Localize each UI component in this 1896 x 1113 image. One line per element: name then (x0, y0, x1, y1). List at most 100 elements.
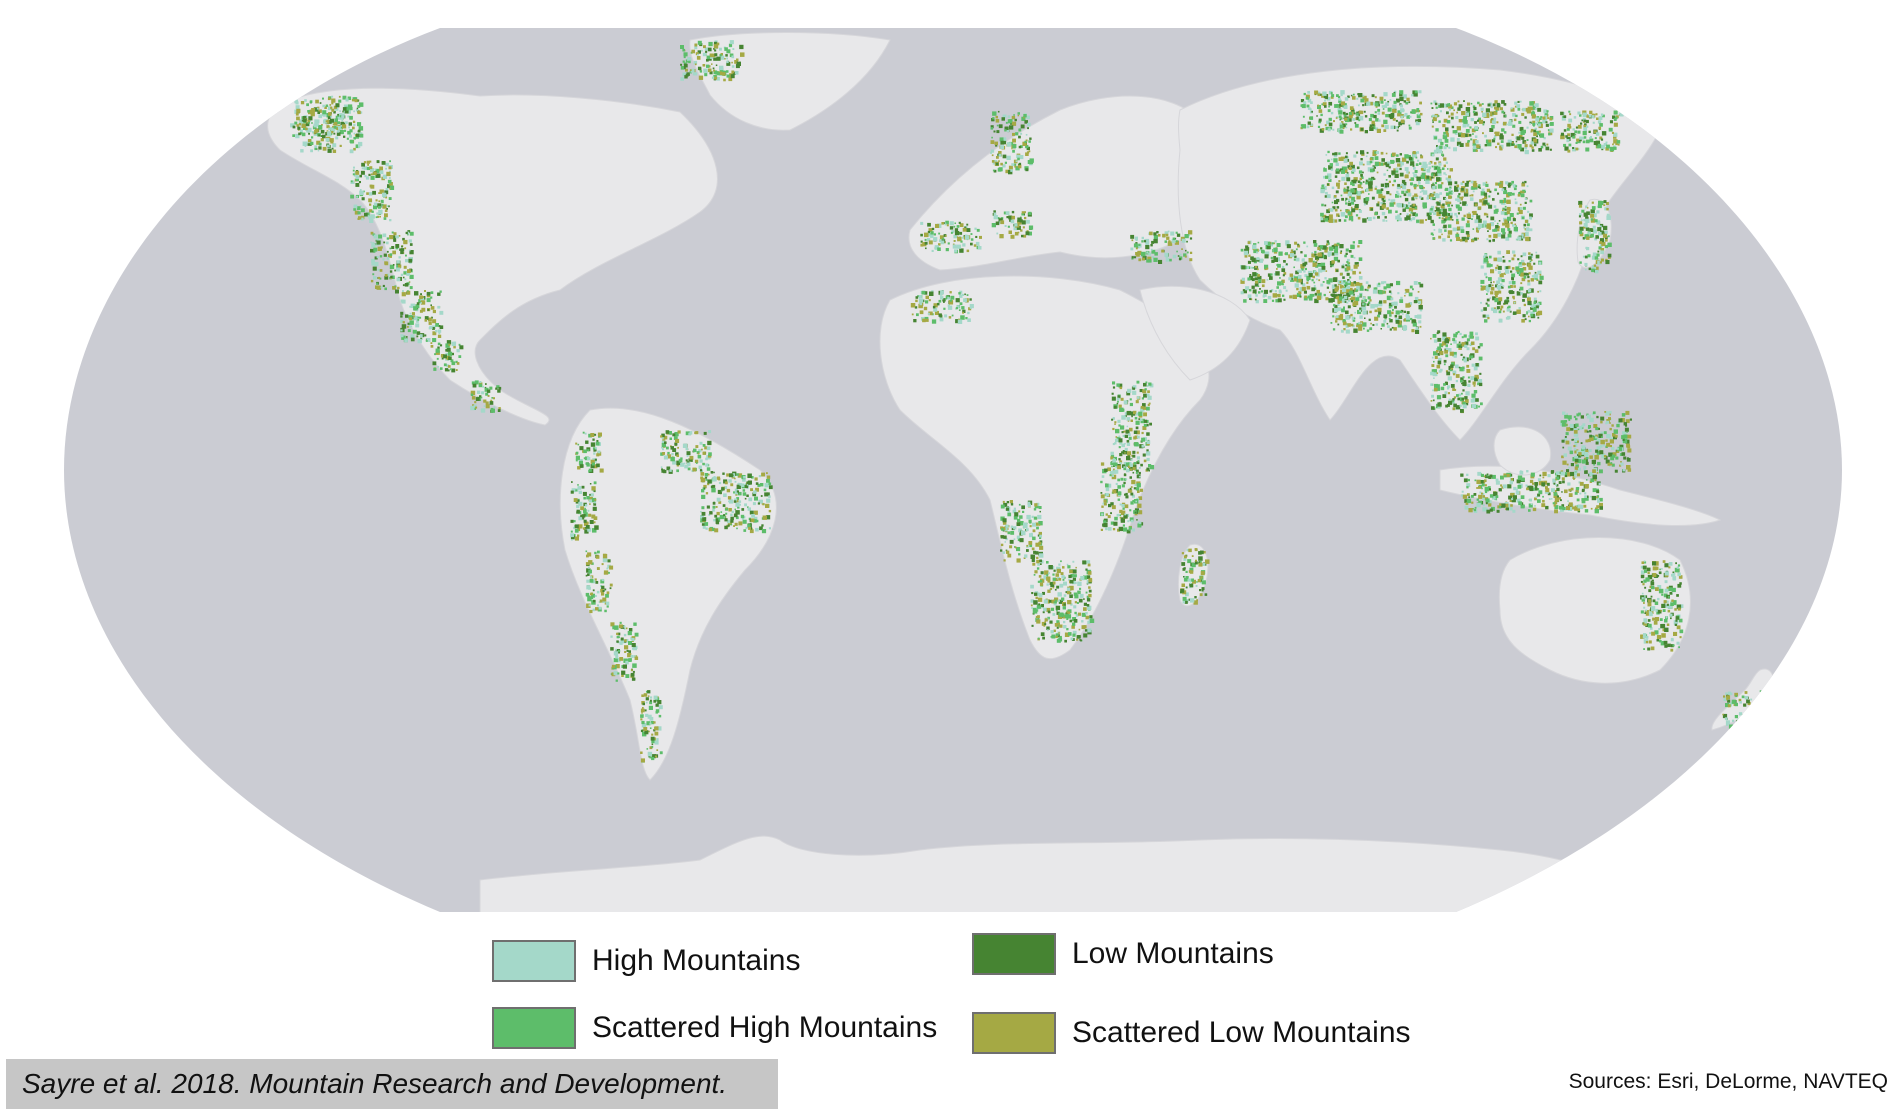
mountain-cell (1410, 317, 1413, 321)
mountain-cell (1128, 462, 1132, 466)
mountain-cell (1396, 154, 1399, 157)
mountain-cell (613, 658, 618, 663)
mountain-cell (1415, 329, 1420, 334)
mountain-cell (733, 491, 736, 494)
mountain-cell (1119, 516, 1122, 519)
mountain-cell (1397, 110, 1402, 115)
mountain-cell (1444, 197, 1447, 200)
mountain-cell (1473, 145, 1477, 150)
mountain-cell (1515, 238, 1518, 241)
mountain-cell (1427, 195, 1431, 199)
mountain-cell (666, 466, 671, 471)
mountain-cell (730, 516, 734, 521)
mountain-cell (1318, 120, 1322, 124)
mountain-cell (1117, 478, 1120, 482)
mountain-cell (998, 151, 1002, 155)
mountain-cell (728, 500, 730, 503)
mountain-cell (1277, 298, 1282, 303)
mountain-cell (1464, 182, 1469, 187)
mountain-cell (1283, 272, 1287, 275)
mountain-cell (712, 505, 716, 509)
mountain-cell (1526, 313, 1528, 315)
mountain-cell (375, 168, 380, 173)
mountain-cell (1353, 317, 1356, 319)
mountain-cell (1390, 297, 1394, 301)
mountain-cell (655, 703, 659, 707)
mountain-cell (1176, 240, 1178, 242)
mountain-cell (725, 507, 728, 509)
mountain-cell (420, 300, 426, 305)
mountain-cell (1448, 195, 1452, 199)
mountain-cell (1343, 187, 1346, 190)
mountain-cell (1010, 503, 1014, 506)
mountain-cell (1459, 143, 1464, 147)
mountain-cell (585, 550, 588, 553)
mountain-cell (580, 464, 584, 468)
mountain-cell (1442, 124, 1446, 128)
mountain-cell (1327, 150, 1330, 154)
mountain-cell (958, 221, 961, 224)
mountain-cell (1336, 168, 1339, 172)
mountain-cell (1496, 222, 1499, 225)
mountain-cell (1111, 396, 1116, 401)
mountain-cell (1527, 297, 1531, 302)
mountain-cell (1466, 123, 1470, 127)
mountain-cell (1047, 589, 1051, 593)
mountain-cell (1112, 381, 1116, 385)
mountain-cell (1039, 534, 1042, 538)
mountain-cell (1363, 203, 1366, 206)
mountain-cell (1496, 228, 1500, 232)
mountain-cell (1521, 233, 1524, 237)
mountain-cell (1356, 195, 1361, 200)
mountain-cell (1119, 503, 1122, 506)
mountain-cell (1381, 211, 1386, 216)
mountain-cell (1134, 442, 1139, 447)
mountain-cell (1611, 131, 1614, 134)
mountain-cell (1130, 492, 1134, 496)
mountain-cell (1254, 292, 1257, 295)
mountain-cell (995, 119, 1000, 123)
mountain-cell (1110, 451, 1114, 456)
mountain-cell (1443, 172, 1446, 175)
mountain-cell (1362, 104, 1365, 107)
mountain-cell (1108, 527, 1112, 531)
mountain-cell (1412, 164, 1415, 167)
mountain-cell (1339, 252, 1342, 254)
mountain-cell (1337, 95, 1341, 99)
mountain-cell (1246, 266, 1249, 269)
mountain-cell (1136, 253, 1140, 257)
mountain-cell (450, 368, 452, 371)
mountain-cell (1269, 290, 1272, 293)
mountain-cell (653, 721, 656, 724)
mountain-cell (766, 478, 770, 483)
mountain-cell (1308, 258, 1313, 263)
mountain-cell (1169, 258, 1172, 262)
mountain-cell (1158, 259, 1163, 264)
mountain-cell (1070, 603, 1073, 606)
mountain-cell (1463, 120, 1468, 125)
mountain-cell (1085, 591, 1088, 594)
mountain-cell (1288, 277, 1292, 281)
mountain-cell (474, 401, 477, 404)
mountain-cell (1443, 196, 1446, 200)
mountain-cell (1345, 315, 1350, 320)
mountain-cell (1474, 237, 1478, 241)
mountain-cell (1496, 103, 1501, 108)
mountain-cell (945, 248, 949, 252)
mountain-cell (1025, 134, 1028, 136)
mountain-cell (482, 385, 484, 388)
mountain-cell (1346, 301, 1349, 304)
mountain-cell (694, 459, 699, 464)
mountain-cell (1613, 110, 1618, 115)
mountain-cell (944, 314, 948, 318)
mountain-cell (1369, 126, 1374, 131)
mountain-cell (699, 441, 703, 445)
mountain-cell (1189, 251, 1193, 254)
mountain-cell (371, 210, 374, 213)
mountain-cell (1138, 411, 1143, 416)
mountain-cell (1147, 390, 1150, 393)
mountain-cell (943, 234, 947, 237)
mountain-cell (382, 192, 387, 197)
mountain-cell (1128, 436, 1132, 440)
mountain-cell (700, 472, 705, 476)
